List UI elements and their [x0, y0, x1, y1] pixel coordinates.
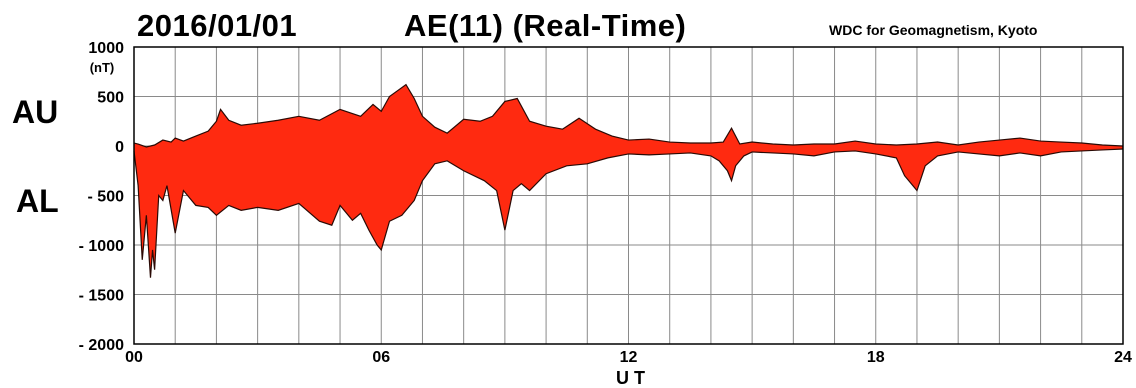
y-tick-label: - 1000	[79, 238, 124, 255]
x-tick-label: 12	[620, 349, 638, 366]
al-series-line	[133, 148, 1124, 278]
x-tick-label: 00	[125, 349, 143, 366]
y-unit-label: (nT)	[90, 60, 115, 75]
y-tick-label: - 2000	[79, 337, 124, 354]
x-axis-label: U T	[616, 368, 645, 388]
y-tick-label: 500	[97, 90, 124, 107]
x-tick-label: 24	[1114, 349, 1132, 366]
au-series-line	[133, 83, 1124, 148]
al-label: AL	[16, 183, 59, 219]
y-tick-label: 1000	[88, 40, 124, 57]
ae-envelope-area	[134, 84, 1123, 278]
x-axis: 00 06 12 18 24	[125, 349, 1132, 366]
x-tick-label: 06	[372, 349, 390, 366]
data-source: WDC for Geomagnetism, Kyoto	[829, 22, 1038, 38]
plot-area	[133, 83, 1124, 278]
chart-date: 2016/01/01	[137, 8, 298, 43]
plot-frame	[133, 46, 1124, 345]
chart-title: AE(11) (Real-Time)	[404, 8, 687, 43]
y-axis: 1000 500 0 - 500 - 1000 - 1500 - 2000	[79, 40, 124, 354]
y-tick-label: 0	[115, 139, 124, 156]
y-tick-label: - 1500	[79, 288, 124, 305]
au-label: AU	[12, 94, 59, 130]
x-tick-label: 18	[867, 349, 885, 366]
y-tick-label: - 500	[88, 189, 125, 206]
